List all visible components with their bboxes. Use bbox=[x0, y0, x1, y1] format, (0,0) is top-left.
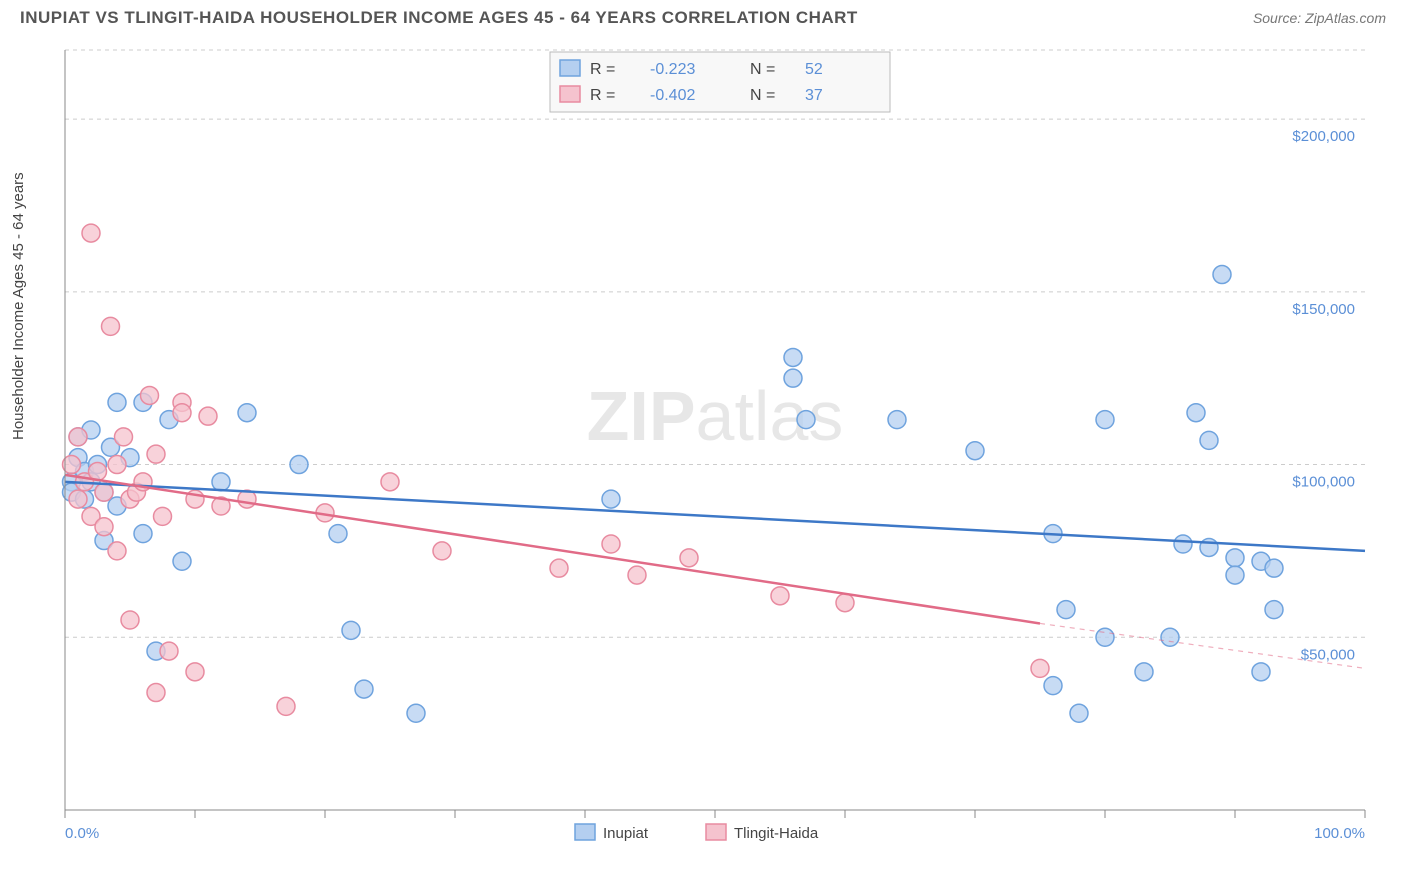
scatter-point bbox=[1174, 535, 1192, 553]
scatter-point bbox=[1161, 628, 1179, 646]
scatter-point bbox=[1135, 663, 1153, 681]
scatter-point bbox=[134, 525, 152, 543]
scatter-point bbox=[329, 525, 347, 543]
scatter-point bbox=[355, 680, 373, 698]
legend-swatch bbox=[706, 824, 726, 840]
scatter-point bbox=[147, 684, 165, 702]
y-tick-label: $100,000 bbox=[1292, 474, 1355, 491]
scatter-point bbox=[550, 559, 568, 577]
scatter-point bbox=[381, 473, 399, 491]
scatter-point bbox=[407, 704, 425, 722]
scatter-point bbox=[1226, 566, 1244, 584]
scatter-point bbox=[95, 483, 113, 501]
scatter-point bbox=[797, 411, 815, 429]
scatter-point bbox=[784, 348, 802, 366]
scatter-point bbox=[1096, 411, 1114, 429]
legend-n-value: 37 bbox=[805, 87, 823, 104]
legend-r-label: R = bbox=[590, 61, 615, 78]
legend-n-label: N = bbox=[750, 87, 775, 104]
x-tick-label: 0.0% bbox=[65, 825, 99, 842]
scatter-point bbox=[1070, 704, 1088, 722]
scatter-point bbox=[888, 411, 906, 429]
chart-title: INUPIAT VS TLINGIT-HAIDA HOUSEHOLDER INC… bbox=[20, 8, 858, 28]
scatter-point bbox=[115, 428, 133, 446]
legend-n-label: N = bbox=[750, 61, 775, 78]
scatter-point bbox=[186, 663, 204, 681]
scatter-point bbox=[602, 490, 620, 508]
scatter-point bbox=[212, 473, 230, 491]
scatter-point bbox=[82, 224, 100, 242]
scatter-point bbox=[173, 404, 191, 422]
scatter-point bbox=[1265, 559, 1283, 577]
bottom-legend-label: Inupiat bbox=[603, 825, 649, 842]
scatter-point bbox=[1096, 628, 1114, 646]
scatter-point bbox=[108, 393, 126, 411]
scatter-point bbox=[108, 542, 126, 560]
trend-line bbox=[65, 482, 1365, 551]
x-tick-label: 100.0% bbox=[1314, 825, 1365, 842]
scatter-point bbox=[433, 542, 451, 560]
scatter-point bbox=[238, 404, 256, 422]
scatter-point bbox=[602, 535, 620, 553]
chart-source: Source: ZipAtlas.com bbox=[1253, 10, 1386, 26]
scatter-chart: $50,000$100,000$150,000$200,000ZIPatlas0… bbox=[20, 40, 1386, 870]
scatter-point bbox=[160, 642, 178, 660]
scatter-point bbox=[836, 594, 854, 612]
scatter-point bbox=[147, 445, 165, 463]
scatter-point bbox=[173, 552, 191, 570]
y-axis-label: Householder Income Ages 45 - 64 years bbox=[10, 172, 27, 440]
scatter-point bbox=[628, 566, 646, 584]
scatter-point bbox=[290, 456, 308, 474]
legend-r-value: -0.402 bbox=[650, 87, 695, 104]
scatter-point bbox=[277, 697, 295, 715]
scatter-point bbox=[1200, 431, 1218, 449]
scatter-point bbox=[784, 369, 802, 387]
scatter-point bbox=[154, 507, 172, 525]
legend-r-label: R = bbox=[590, 87, 615, 104]
chart-container: Householder Income Ages 45 - 64 years $5… bbox=[20, 40, 1386, 870]
scatter-point bbox=[966, 442, 984, 460]
legend-swatch bbox=[575, 824, 595, 840]
scatter-point bbox=[69, 428, 87, 446]
scatter-point bbox=[1226, 549, 1244, 567]
scatter-point bbox=[199, 407, 217, 425]
scatter-point bbox=[1044, 677, 1062, 695]
scatter-point bbox=[342, 621, 360, 639]
scatter-point bbox=[1265, 601, 1283, 619]
scatter-point bbox=[1187, 404, 1205, 422]
trend-line bbox=[65, 475, 1040, 624]
scatter-point bbox=[1031, 659, 1049, 677]
legend-r-value: -0.223 bbox=[650, 61, 695, 78]
y-tick-label: $150,000 bbox=[1292, 301, 1355, 318]
bottom-legend-label: Tlingit-Haida bbox=[734, 825, 819, 842]
scatter-point bbox=[1252, 663, 1270, 681]
legend-n-value: 52 bbox=[805, 61, 823, 78]
scatter-point bbox=[121, 611, 139, 629]
scatter-point bbox=[108, 456, 126, 474]
scatter-point bbox=[1213, 266, 1231, 284]
scatter-point bbox=[1057, 601, 1075, 619]
scatter-point bbox=[102, 317, 120, 335]
scatter-point bbox=[680, 549, 698, 567]
y-tick-label: $200,000 bbox=[1292, 128, 1355, 145]
legend-swatch bbox=[560, 60, 580, 76]
scatter-point bbox=[95, 518, 113, 536]
scatter-point bbox=[771, 587, 789, 605]
scatter-point bbox=[141, 386, 159, 404]
scatter-point bbox=[69, 490, 87, 508]
legend-swatch bbox=[560, 86, 580, 102]
